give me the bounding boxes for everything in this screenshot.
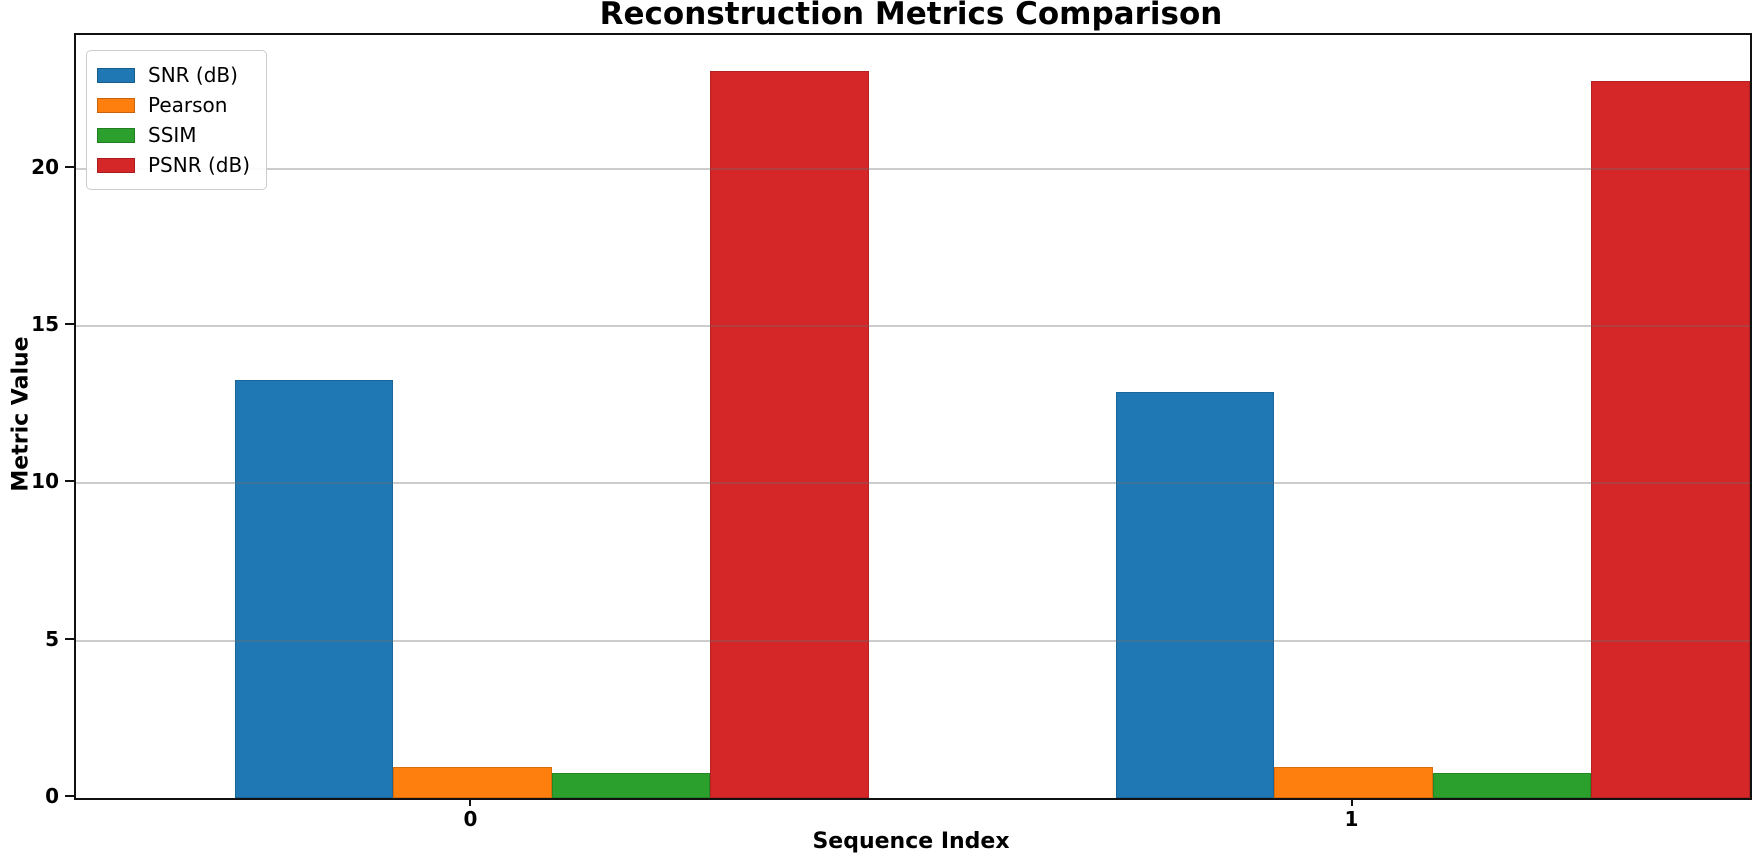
y-tick-mark-10 (65, 480, 74, 483)
bar-psnr-db-seq1 (1591, 80, 1750, 798)
bar-ssim-seq0 (551, 772, 711, 798)
bars-layer (76, 35, 1750, 798)
chart-title: Reconstruction Metrics Comparison (599, 0, 1223, 32)
legend-item-snr-db: SNR (dB) (97, 60, 250, 90)
gridline-y-20 (76, 167, 1750, 170)
y-tick-label-10: 10 (31, 469, 59, 494)
legend-swatch-psnr-db-icon (97, 157, 135, 173)
plot-area: SNR (dB) Pearson SSIM PSNR (dB) (74, 33, 1752, 800)
bar-ssim-seq1 (1432, 773, 1592, 798)
legend-item-pearson: Pearson (97, 90, 250, 120)
y-tick-label-5: 5 (45, 626, 59, 651)
legend-label-ssim: SSIM (148, 123, 197, 147)
y-tick-label-15: 15 (31, 312, 59, 337)
bar-pearson-seq0 (393, 767, 552, 798)
y-axis-label: Metric Value (8, 336, 34, 492)
x-tick-mark-1 (1350, 798, 1353, 806)
bar-psnr-db-seq0 (710, 71, 869, 798)
x-axis-label: Sequence Index (812, 829, 1010, 854)
x-tick-mark-0 (469, 798, 472, 806)
gridline-y-10 (76, 482, 1750, 485)
y-tick-mark-15 (65, 323, 74, 326)
y-tick-label-20: 20 (31, 154, 59, 179)
legend-label-snr-db: SNR (dB) (148, 63, 238, 87)
gridline-y-5 (76, 639, 1750, 642)
bar-snr-db-seq1 (1115, 392, 1275, 798)
legend: SNR (dB) Pearson SSIM PSNR (dB) (86, 50, 267, 190)
x-tick-label-0: 0 (463, 807, 478, 831)
y-tick-mark-20 (65, 165, 74, 168)
legend-item-psnr-db: PSNR (dB) (97, 150, 250, 180)
bar-snr-db-seq0 (234, 379, 394, 798)
legend-swatch-ssim-icon (97, 127, 135, 143)
legend-swatch-snr-db-icon (97, 67, 135, 83)
y-tick-label-0: 0 (45, 784, 59, 808)
y-tick-mark-5 (65, 637, 74, 640)
bar-pearson-seq1 (1274, 767, 1433, 798)
x-tick-label-1: 1 (1344, 807, 1359, 831)
legend-item-ssim: SSIM (97, 120, 250, 150)
legend-label-pearson: Pearson (148, 93, 228, 117)
legend-label-psnr-db: PSNR (dB) (148, 153, 250, 177)
y-tick-mark-0 (65, 795, 74, 797)
gridline-y-15 (76, 325, 1750, 328)
legend-swatch-pearson-icon (97, 97, 135, 113)
grid-layer (76, 35, 1750, 798)
